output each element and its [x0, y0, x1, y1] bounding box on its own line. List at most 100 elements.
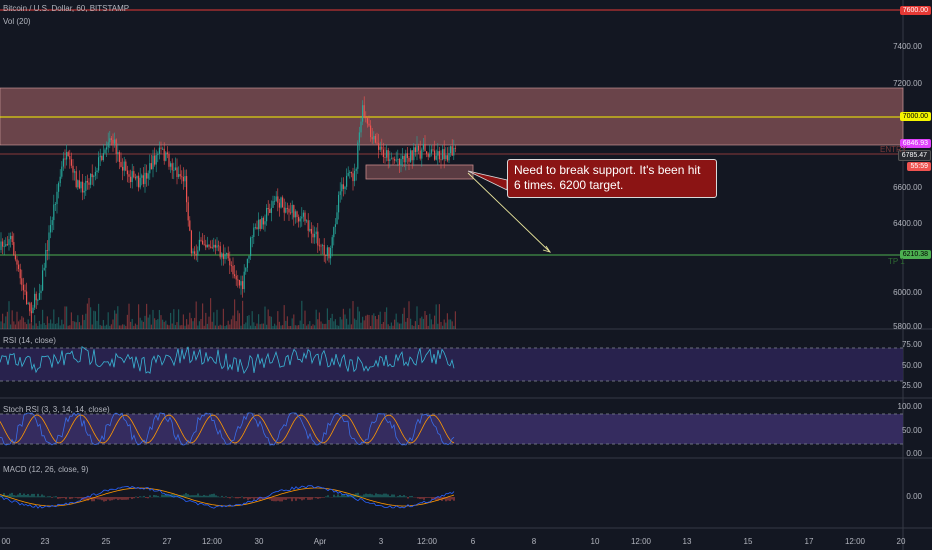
- macd-histogram-bar: [135, 496, 137, 498]
- candle-body: [74, 171, 76, 173]
- candle-body: [315, 231, 317, 235]
- volume-bar: [182, 314, 184, 329]
- candle-body: [182, 177, 184, 182]
- macd-histogram-bar: [257, 497, 259, 500]
- candle-body: [307, 220, 309, 231]
- candle-body: [258, 219, 260, 230]
- candle-body: [37, 299, 39, 301]
- candle-body: [66, 152, 68, 160]
- macd-histogram-bar: [243, 497, 245, 499]
- candle-body: [392, 158, 394, 160]
- candle-body: [216, 245, 218, 248]
- volume-bar: [221, 325, 223, 329]
- macd-histogram-bar: [3, 493, 5, 498]
- macd-histogram-bar: [115, 497, 117, 499]
- candle-body: [186, 176, 188, 203]
- macd-histogram-bar: [121, 497, 123, 500]
- volume-bar: [390, 322, 392, 329]
- macd-title[interactable]: MACD (12, 26, close, 9): [3, 465, 89, 474]
- support-box[interactable]: [365, 164, 474, 180]
- macd-histogram-bar: [283, 497, 285, 500]
- macd-histogram-bar: [437, 497, 439, 501]
- volume-bar: [309, 321, 311, 329]
- volume-bar: [48, 323, 50, 329]
- volume-bar: [410, 318, 412, 329]
- macd-histogram-bar: [217, 496, 219, 498]
- candle-body: [426, 151, 428, 154]
- rsi-title[interactable]: RSI (14, close): [3, 336, 56, 345]
- macd-histogram-bar: [337, 494, 339, 498]
- time-label: 20: [896, 537, 906, 546]
- macd-histogram-bar: [169, 494, 171, 498]
- volume-bar: [66, 306, 68, 329]
- volume-bar: [38, 320, 40, 329]
- candle-body: [419, 150, 421, 159]
- macd-line: [0, 485, 455, 509]
- macd-histogram-bar: [29, 495, 31, 498]
- candle-body: [5, 244, 7, 247]
- volume-bar: [301, 300, 303, 329]
- candle-body: [229, 258, 231, 266]
- macd-histogram-bar: [105, 497, 107, 502]
- volume-indicator-title[interactable]: Vol (20): [3, 17, 31, 26]
- macd-histogram-bar: [293, 497, 295, 499]
- macd-histogram-bar: [133, 497, 135, 499]
- volume-bar: [342, 308, 344, 329]
- volume-bar: [205, 312, 207, 329]
- volume-bar: [189, 312, 191, 329]
- volume-bar: [107, 312, 109, 329]
- volume-bar: [163, 321, 165, 329]
- macd-histogram-bar: [163, 494, 165, 498]
- macd-histogram-bar: [365, 493, 367, 498]
- volume-bar: [443, 319, 445, 329]
- candle-body: [200, 239, 202, 241]
- macd-histogram-bar: [247, 497, 249, 500]
- macd-histogram-bar: [193, 495, 195, 498]
- volume-bar: [240, 325, 242, 329]
- candle-body: [253, 227, 255, 237]
- volume-bar: [234, 299, 236, 329]
- macd-histogram-bar: [141, 496, 143, 498]
- volume-bar: [110, 324, 112, 329]
- macd-histogram-bar: [71, 497, 73, 499]
- candle-body: [347, 173, 349, 176]
- macd-histogram-bar: [83, 497, 85, 501]
- symbol-title[interactable]: Bitcoin / U.S. Dollar, 60, BITSTAMP: [3, 4, 130, 13]
- volume-bar: [19, 319, 21, 329]
- candle-body: [373, 135, 375, 140]
- candle-body: [179, 174, 181, 177]
- macd-histogram-bar: [343, 494, 345, 498]
- macd-histogram-bar: [107, 497, 109, 500]
- candle-body: [424, 143, 426, 152]
- macd-histogram-bar: [327, 495, 329, 498]
- candle-body: [355, 168, 357, 171]
- projection-arrow-line[interactable]: [467, 172, 551, 253]
- time-label: 12:00: [844, 537, 866, 546]
- volume-bar: [70, 312, 72, 329]
- macd-histogram-bar: [285, 497, 287, 500]
- volume-bar: [128, 303, 130, 329]
- stoch-rsi-title[interactable]: Stoch RSI (3, 3, 14, 14, close): [3, 405, 110, 414]
- volume-bar: [421, 316, 423, 329]
- volume-bar: [354, 318, 356, 329]
- tp-label: TP 1: [888, 257, 905, 266]
- candle-body: [248, 255, 250, 259]
- candle-body: [6, 244, 8, 246]
- candle-body: [410, 150, 412, 162]
- volume-bar: [384, 311, 386, 329]
- volume-bar: [379, 311, 381, 329]
- volume-bar: [179, 325, 181, 329]
- candle-body: [29, 303, 31, 312]
- macd-histogram-bar: [409, 496, 411, 498]
- volume-bar: [112, 319, 114, 329]
- price-candles: [0, 96, 456, 323]
- volume-bar: [29, 323, 31, 329]
- candle-body: [102, 153, 104, 161]
- macd-histogram-bar: [235, 497, 237, 499]
- annotation-callout[interactable]: Need to break support. It's been hit 6 t…: [507, 159, 717, 198]
- macd-histogram-bar: [449, 497, 451, 502]
- time-label: 10: [590, 537, 600, 546]
- candle-body: [240, 281, 242, 286]
